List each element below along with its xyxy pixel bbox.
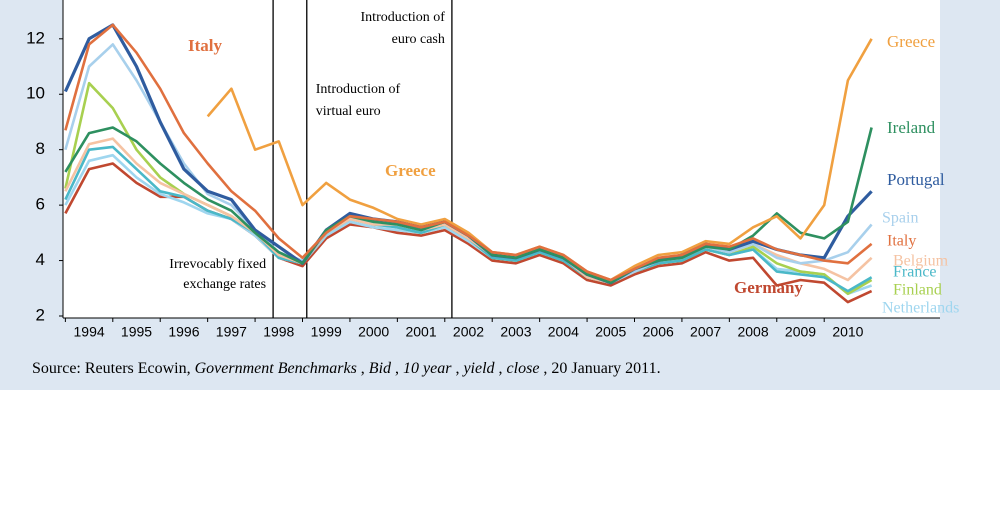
source-part: , [451,360,463,377]
x-tick-label: 1996 [168,324,199,340]
y-tick-label: 4 [36,250,45,269]
source-part: Government Benchmarks [195,360,357,377]
y-tick-label: 8 [36,139,45,158]
event-label: euro cash [392,32,445,47]
x-tick-label: 2006 [643,324,674,340]
source-part: Bid [369,360,392,377]
event-label: virtual euro [316,104,381,119]
series-label: Ireland [887,118,936,137]
source-part: close [507,360,540,377]
x-tick-label: 2007 [690,324,721,340]
series-label: Belgium [893,253,949,270]
series-label: Italy [188,36,223,55]
x-tick-label: 1999 [311,324,342,340]
x-tick-label: 1998 [263,324,294,340]
source-part: , [391,360,403,377]
source-part: , 20 January 2011. [539,360,660,377]
series-line [64,23,873,282]
y-tick-label: 6 [36,195,45,214]
x-tick-label: 2002 [453,324,484,340]
x-tick-label: 1994 [74,324,105,340]
event-label: Introduction of [316,82,401,97]
source-part: Source: Reuters Ecowin, [32,360,195,377]
x-tick-label: 2005 [595,324,626,340]
source-part: , [495,360,507,377]
event-label: Irrevocably fixed [169,257,266,272]
source-part: yield [461,360,495,377]
x-tick-label: 2000 [358,324,389,340]
series-label: Greece [887,32,935,51]
x-tick-label: 2008 [737,324,768,340]
event-label: exchange rates [183,277,266,292]
x-tick-label: 1997 [216,324,247,340]
source-part: , [357,360,369,377]
series-label: Spain [882,210,918,227]
series-label: Portugal [887,170,945,189]
series-label: Finland [893,282,942,299]
x-tick-label: 2010 [832,324,863,340]
x-tick-label: 2004 [548,324,579,340]
source-part: 10 year [403,360,452,377]
plot-area [63,0,940,318]
x-tick-label: 2001 [405,324,436,340]
series-label: Greece [385,161,436,180]
source-note: Source: Reuters Ecowin, Government Bench… [32,360,661,377]
series-label: France [893,264,937,281]
y-tick-label: 2 [36,305,45,324]
x-tick-label: 2003 [500,324,531,340]
series-label: Italy [887,233,916,250]
y-tick-label: 10 [26,84,45,103]
x-tick-label: 1995 [121,324,152,340]
series-label: Germany [734,278,803,297]
x-tick-label: 2009 [785,324,816,340]
y-tick-label: 12 [26,28,45,47]
series-label: Netherlands [882,300,959,317]
event-label: Introduction of [361,10,446,25]
